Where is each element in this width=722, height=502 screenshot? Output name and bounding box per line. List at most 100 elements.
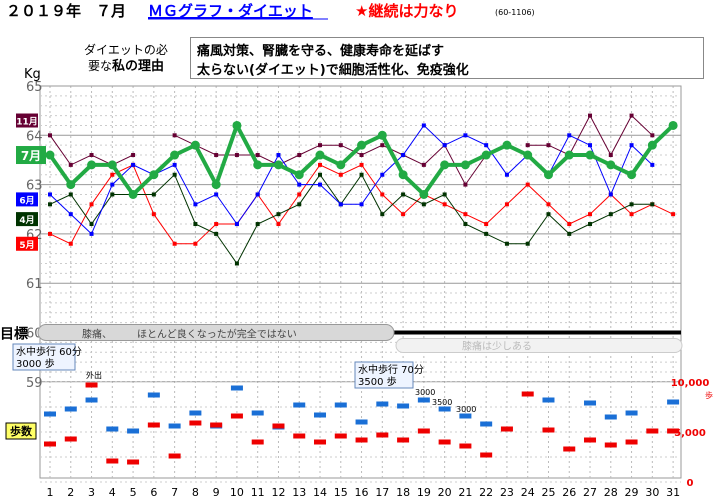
steps-blue-day-28 (605, 415, 617, 420)
series-point-11月-17 (380, 143, 384, 147)
xtick-3: 3 (88, 486, 95, 499)
series-point-7月-20 (440, 160, 449, 169)
series-point-5月-4 (110, 173, 114, 177)
steps-blue-day-17 (376, 402, 388, 407)
steps-blue-day-27 (584, 401, 596, 406)
series-point-5月-9 (214, 222, 218, 226)
code-label: (60-1106) (495, 8, 535, 17)
series-point-4月-29 (630, 202, 634, 206)
note-outing: 外出 (86, 370, 102, 380)
series-point-6月-23 (505, 173, 509, 177)
series-point-5月-2 (69, 242, 73, 246)
note-water-walk-70-line-2: 3500 歩 (358, 375, 397, 388)
series-point-5月-24 (526, 183, 530, 187)
series-point-7月-6 (149, 170, 158, 179)
steps-blue-day-31 (667, 400, 679, 405)
xtick-13: 13 (292, 486, 306, 499)
series-tag-6月: 6月 (19, 195, 34, 206)
steps-red-day-19 (418, 429, 430, 434)
xtick-23: 23 (500, 486, 514, 499)
series-point-11月-21 (463, 183, 467, 187)
series-point-5月-29 (630, 212, 634, 216)
xtick-20: 20 (438, 486, 452, 499)
note-water-walk-60-line-1: 水中歩行 60分 (16, 345, 82, 358)
series-point-4月-21 (463, 222, 467, 226)
series-point-11月-25 (546, 143, 550, 147)
ytick-59: 59 (26, 376, 43, 391)
series-point-4月-9 (214, 232, 218, 236)
series-point-6月-5 (131, 163, 135, 167)
series-point-7月-16 (357, 141, 366, 150)
series-point-7月-3 (87, 160, 96, 169)
series-point-6月-19 (422, 123, 426, 127)
series-point-7月-23 (502, 141, 511, 150)
series-point-4月-12 (276, 212, 280, 216)
steps-red-day-27 (584, 438, 596, 443)
series-point-6月-13 (297, 183, 301, 187)
steps-red-day-20 (439, 440, 451, 445)
series-point-6月-15 (339, 202, 343, 206)
xtick-25: 25 (541, 486, 555, 499)
xtick-29: 29 (625, 486, 639, 499)
steps-red-day-23 (501, 427, 513, 432)
label-3000b: 3000 (456, 405, 476, 414)
xtick-26: 26 (562, 486, 576, 499)
series-point-4月-10 (235, 261, 239, 265)
target-label: 目標 (0, 326, 28, 343)
steps-red-day-8 (189, 421, 201, 426)
series-point-4月-20 (443, 192, 447, 196)
slogan: ★継続は力なり (355, 2, 458, 20)
series-point-7月-29 (627, 170, 636, 179)
series-point-6月-22 (484, 143, 488, 147)
xtick-24: 24 (521, 486, 535, 499)
steps-red-day-4 (106, 459, 118, 464)
xtick-5: 5 (130, 486, 137, 499)
steps-blue-day-21 (459, 414, 471, 419)
steps-red-day-25 (542, 428, 554, 433)
series-point-5月-22 (484, 222, 488, 226)
xtick-11: 11 (251, 486, 265, 499)
reason-line-1: 痛風対策、腎臓を守る、健康寿命を延ばす (197, 40, 444, 59)
steps-blue-day-25 (542, 398, 554, 403)
steps-red-day-2 (65, 437, 77, 442)
steps-red-day-15 (335, 434, 347, 439)
series-point-11月-3 (90, 153, 94, 157)
reason-box: 痛風対策、腎臓を守る、健康寿命を延ばす 太らない(ダイエット)で細胞活性化、免疫… (190, 37, 704, 79)
series-point-7月-17 (378, 131, 387, 140)
steps-red-day-12 (272, 424, 284, 429)
series-point-7月-5 (129, 190, 138, 199)
xtick-6: 6 (150, 486, 157, 499)
series-point-7月-31 (669, 121, 678, 130)
series-point-4月-27 (588, 222, 592, 226)
series-point-5月-23 (505, 202, 509, 206)
steps-red-day-28 (605, 443, 617, 448)
series-point-5月-15 (339, 173, 343, 177)
series-point-4月-3 (90, 222, 94, 226)
xtick-12: 12 (271, 486, 285, 499)
series-point-7月-22 (482, 151, 491, 160)
steps-blue-day-7 (169, 424, 181, 429)
title-prefix: ２０１９年 ７月 (6, 2, 126, 20)
series-point-7月-2 (66, 180, 75, 189)
series-point-5月-16 (360, 163, 364, 167)
title-link: ＭＧグラフ・ダイエット (148, 2, 313, 20)
series-point-5月-1 (48, 232, 52, 236)
steps-red-day-11 (252, 440, 264, 445)
series-point-4月-16 (360, 173, 364, 177)
series-point-4月-1 (48, 202, 52, 206)
xtick-14: 14 (313, 486, 327, 499)
series-point-6月-26 (567, 133, 571, 137)
steps-blue-day-19 (418, 398, 430, 403)
series-point-4月-30 (650, 202, 654, 206)
series-point-4月-22 (484, 232, 488, 236)
series-point-11月-24 (526, 143, 530, 147)
series-point-6月-3 (90, 232, 94, 236)
series-point-6月-9 (214, 192, 218, 196)
ytick-65: 65 (26, 80, 43, 95)
series-point-6月-30 (650, 163, 654, 167)
series-point-4月-7 (173, 173, 177, 177)
series-point-5月-31 (671, 212, 675, 216)
xtick-16: 16 (355, 486, 369, 499)
series-point-11月-7 (173, 133, 177, 137)
note-top: 膝痛、 ほとんど良くなったが完全ではない (82, 328, 297, 341)
